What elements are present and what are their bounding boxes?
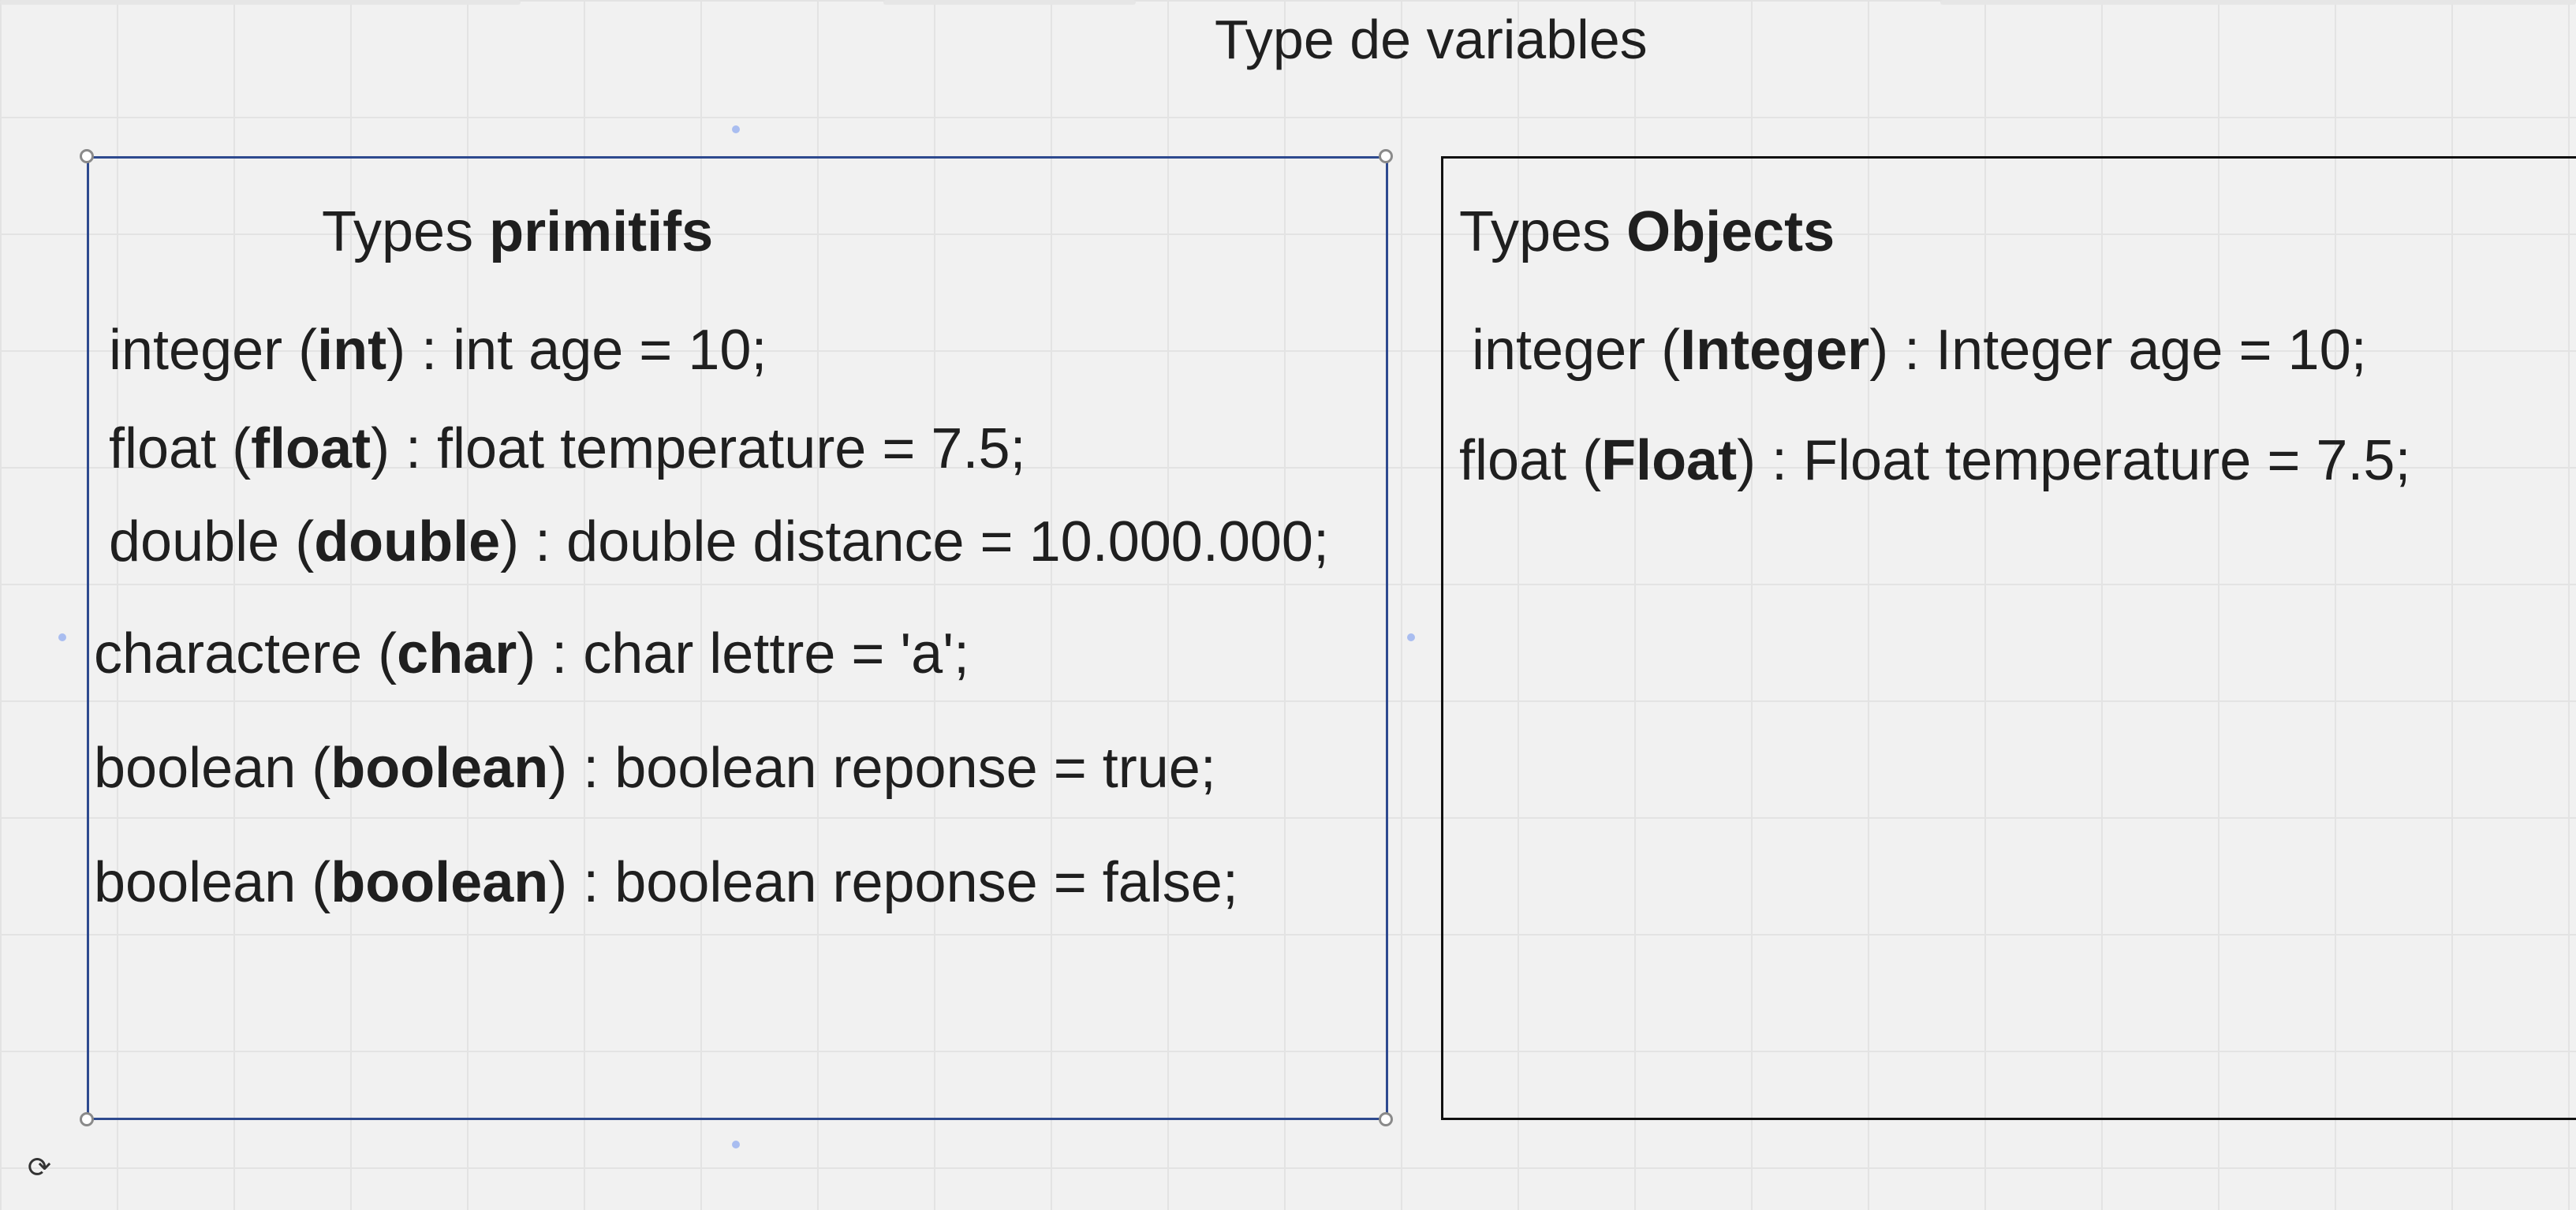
line-text-after: ) : Integer age = 10; [1869,319,2367,382]
primitive-line-char[interactable]: charactere (char) : char lettre = 'a'; [94,616,969,692]
line-text-after: ) : char lettre = 'a'; [517,622,969,685]
line-keyword: float [251,417,371,480]
line-text-before: float ( [1459,429,1602,492]
line-text-after: ) : Float temperature = 7.5; [1737,429,2411,492]
object-line-integer[interactable]: integer (Integer) : Integer age = 10; [1472,312,2367,388]
primitive-line-float[interactable]: float (float) : float temperature = 7.5; [109,411,1026,487]
line-text-before: integer ( [109,319,318,382]
toolbar-shadow-right [1940,0,2576,5]
line-text-after: ) : int age = 10; [386,319,767,382]
primitive-line-double[interactable]: double (double) : double distance = 10.0… [109,504,1329,580]
line-keyword: Float [1601,429,1738,492]
line-text-before: integer ( [1472,319,1681,382]
resize-handle-top-left-icon[interactable] [80,149,94,163]
line-text-after: ) : boolean reponse = true; [548,737,1216,800]
heading-prefix: Types [1459,200,1627,263]
line-keyword: double [314,510,501,573]
primitive-line-boolean-false[interactable]: boolean (boolean) : boolean reponse = fa… [94,845,1238,921]
toolbar-shadow-middle [883,0,1136,5]
primitive-types-frame[interactable]: Types primitifs integer (int) : int age … [87,156,1388,1120]
line-text-before: charactere ( [94,622,398,685]
object-types-heading[interactable]: Types Objects [1459,194,1835,270]
line-keyword: boolean [330,851,549,914]
line-keyword: Integer [1680,319,1870,382]
connector-dot-top[interactable] [732,125,740,133]
connector-dot-left[interactable] [58,633,66,641]
primitive-line-int[interactable]: integer (int) : int age = 10; [109,312,767,388]
page-title[interactable]: Type de variables [1215,9,1648,70]
heading-bold: Objects [1626,200,1835,263]
resize-handle-bottom-left-icon[interactable] [80,1112,94,1126]
resize-handle-bottom-right-icon[interactable] [1379,1112,1393,1126]
line-text-before: double ( [109,510,315,573]
connector-dot-right[interactable] [1407,633,1415,641]
resize-handle-top-right-icon[interactable] [1379,149,1393,163]
line-keyword: int [317,319,387,382]
primitive-line-boolean-true[interactable]: boolean (boolean) : boolean reponse = tr… [94,730,1216,806]
line-text-after: ) : double distance = 10.000.000; [500,510,1329,573]
object-types-frame[interactable]: Types Objects integer (Integer) : Intege… [1441,156,2576,1120]
primitive-types-heading[interactable]: Types primitifs [322,194,713,270]
connector-dot-bottom[interactable] [732,1141,740,1148]
object-line-float[interactable]: float (Float) : Float temperature = 7.5; [1459,423,2410,499]
line-keyword: boolean [330,737,549,800]
rotate-icon[interactable]: ⟳ [27,1151,52,1184]
line-text-before: float ( [109,417,252,480]
heading-prefix: Types [322,200,490,263]
toolbar-shadow-left [0,0,521,5]
line-text-before: boolean ( [94,851,331,914]
heading-bold: primitifs [489,200,714,263]
line-text-after: ) : float temperature = 7.5; [371,417,1026,480]
line-text-after: ) : boolean reponse = false; [548,851,1238,914]
line-keyword: char [397,622,517,685]
line-text-before: boolean ( [94,737,331,800]
